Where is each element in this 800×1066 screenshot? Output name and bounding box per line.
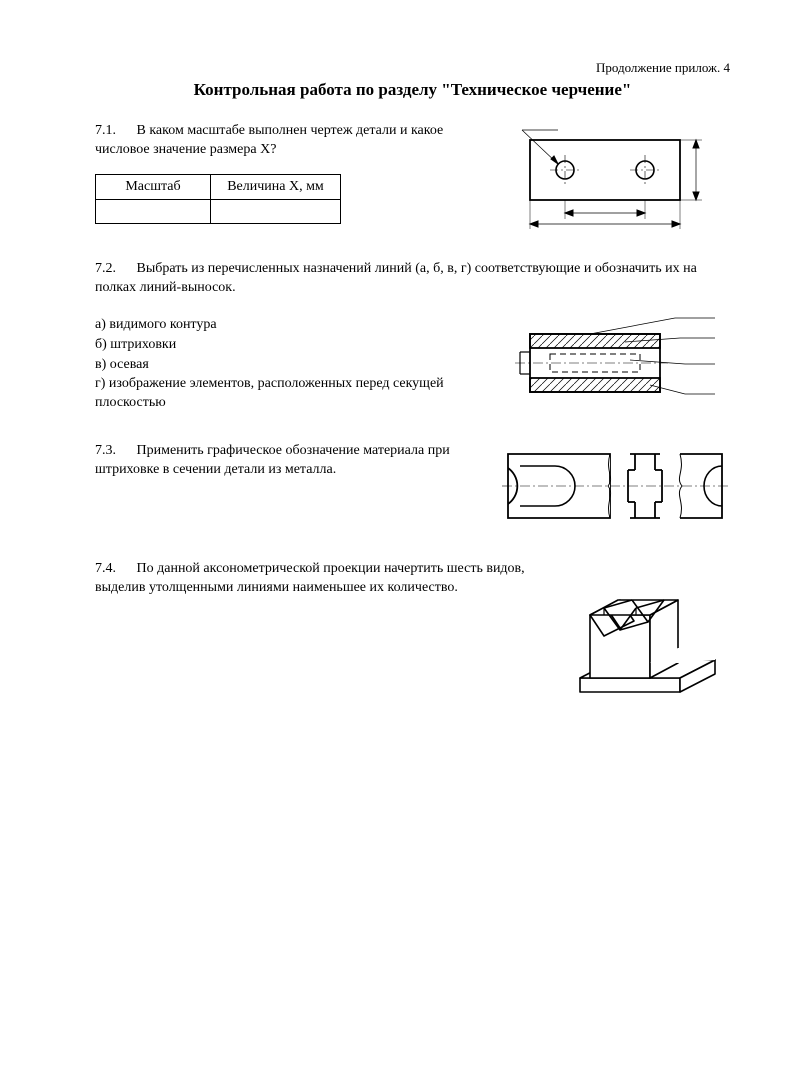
- q71-cell-2: [211, 199, 341, 223]
- diagram-7-4: [570, 560, 730, 710]
- diagram-7-1: [510, 122, 730, 232]
- q74-body: По данной аксонометрической проекции нач…: [95, 561, 525, 595]
- q73-num: 7.3.: [95, 442, 133, 461]
- q71-num: 7.1.: [95, 122, 133, 141]
- q72-options: а) видимого контура б) штриховки в) осев…: [95, 316, 490, 413]
- question-7-4: 7.4. По данной аксонометрической проекци…: [95, 560, 730, 710]
- q72-text: 7.2. Выбрать из перечисленных назначений…: [95, 260, 730, 298]
- q71-col1: Масштаб: [96, 174, 211, 199]
- question-7-2: 7.2. Выбрать из перечисленных назначений…: [95, 260, 730, 414]
- q71-cell-1: [96, 199, 211, 223]
- q72-opt-d: г) изображение элементов, расположенных …: [95, 375, 490, 413]
- q73-body: Применить графическое обозначение матери…: [95, 443, 450, 477]
- q72-num: 7.2.: [95, 260, 133, 279]
- q71-body: В каком масштабе выполнен чертеж детали …: [95, 123, 443, 157]
- q72-body: Выбрать из перечисленных назначений лини…: [95, 261, 697, 295]
- q71-table: Масштаб Величина Х, мм: [95, 174, 341, 224]
- diagram-7-3: [500, 442, 730, 532]
- header-note: Продолжение прилож. 4: [95, 60, 730, 76]
- q72-opt-c: в) осевая: [95, 356, 490, 375]
- page-title: Контрольная работа по разделу "Техническ…: [95, 80, 730, 100]
- q73-text: 7.3. Применить графическое обозначение м…: [95, 442, 480, 480]
- diagram-7-2: [510, 312, 730, 412]
- q72-opt-a: а) видимого контура: [95, 316, 490, 335]
- question-7-3: 7.3. Применить графическое обозначение м…: [95, 442, 730, 532]
- q74-text: 7.4. По данной аксонометрической проекци…: [95, 560, 550, 598]
- q71-col2: Величина Х, мм: [211, 174, 341, 199]
- q74-num: 7.4.: [95, 560, 133, 579]
- q71-text: 7.1. В каком масштабе выполнен чертеж де…: [95, 122, 490, 160]
- q72-opt-b: б) штриховки: [95, 336, 490, 355]
- question-7-1: 7.1. В каком масштабе выполнен чертеж де…: [95, 122, 730, 232]
